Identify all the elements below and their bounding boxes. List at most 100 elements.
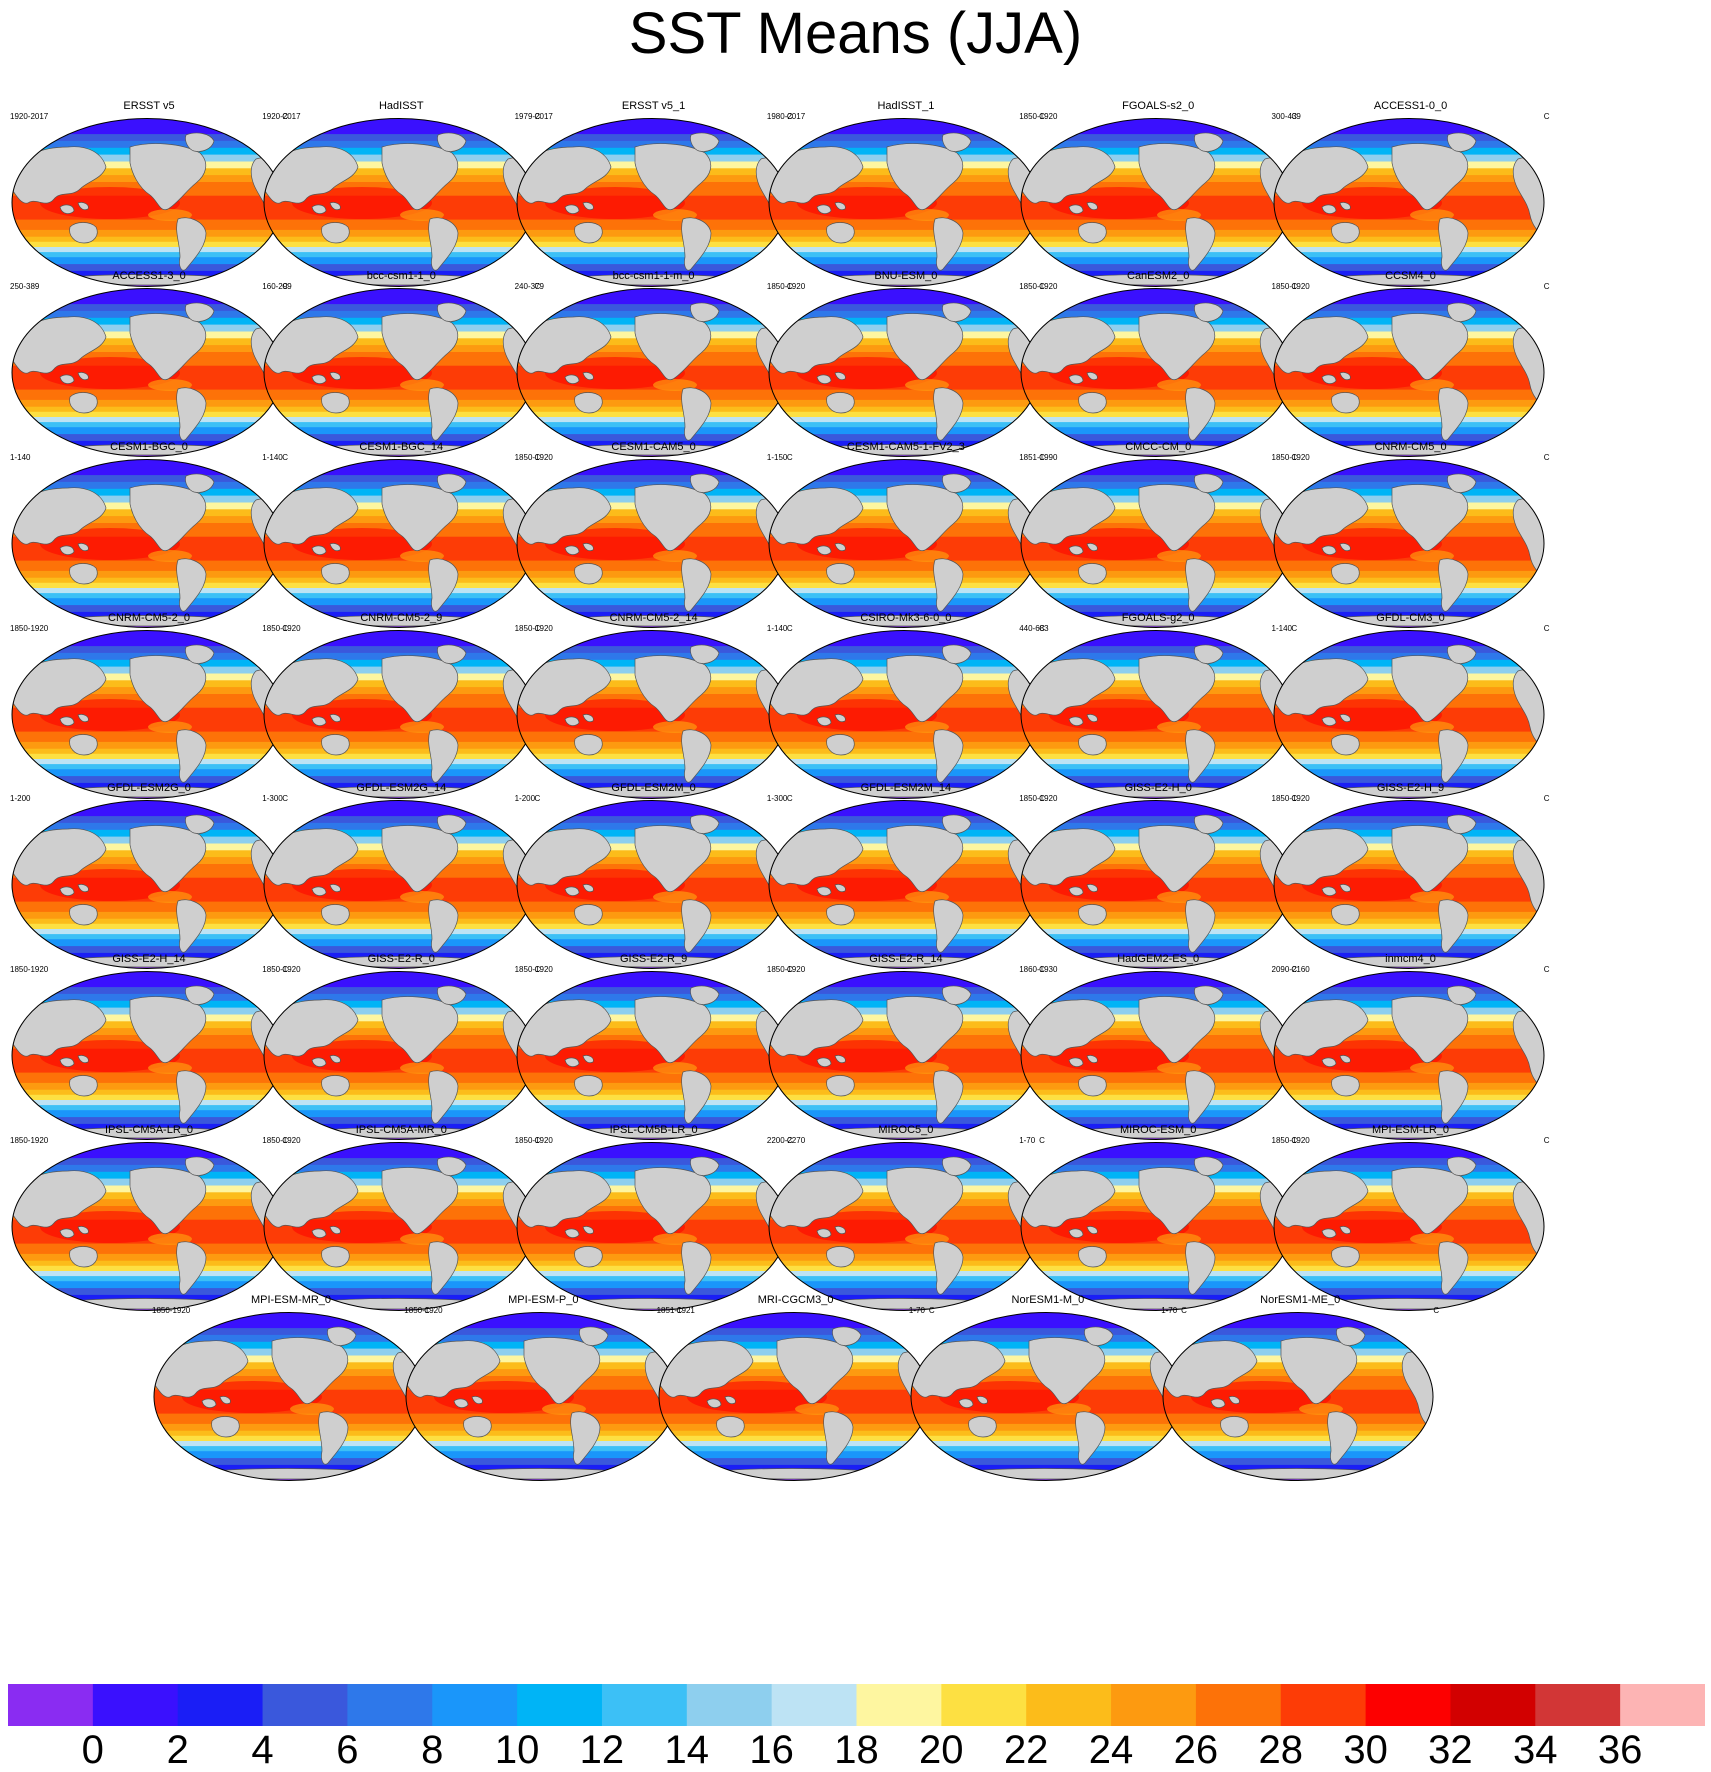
panel-units: C xyxy=(1039,965,1045,974)
map-panel: HadISST 1920-2017 C xyxy=(260,100,542,290)
panel-period: 1850-1920 xyxy=(10,965,49,974)
panel-title: CSIRO-Mk3-6-0_0 xyxy=(860,612,952,624)
world-map-icon xyxy=(263,288,535,457)
map-panel: CMCC-CM_0 1851-1990 C xyxy=(1017,441,1299,631)
panel-title: CNRM-CM5_0 xyxy=(1374,441,1447,453)
map-panel: FGOALS-g2_0 440-683 C xyxy=(1017,612,1299,802)
panel-title: GFDL-CM3_0 xyxy=(1376,612,1445,624)
panel-units: C xyxy=(786,112,793,121)
world-map-icon xyxy=(1020,459,1292,628)
panel-title: GISS-E2-H_0 xyxy=(1124,782,1192,794)
panel-units: C xyxy=(1543,624,1550,633)
panel-units: C xyxy=(282,624,288,633)
panel-title: CNRM-CM5-2_0 xyxy=(108,612,190,624)
world-map-icon xyxy=(11,288,283,457)
panel-period: 2200-2270 xyxy=(766,1136,806,1145)
panel-period: 1850-1920 xyxy=(1019,282,1058,291)
colorbar-tick-label: 18 xyxy=(834,1728,879,1772)
panel-title: CNRM-CM5-2_14 xyxy=(609,612,698,624)
panel-title: CanESM2_0 xyxy=(1127,270,1190,282)
world-map-icon xyxy=(1020,288,1292,457)
colorbar-tick-label: 14 xyxy=(664,1728,710,1772)
world-map-icon xyxy=(11,630,283,799)
map-panel: GISS-E2-H_0 1850-1920 C xyxy=(1017,782,1299,972)
map-panel: CNRM-CM5-2_9 1850-1920 C xyxy=(260,612,542,802)
panel-period: 1850-1920 xyxy=(514,1136,553,1145)
map-panel: NorESM1-M_0 1-70 C xyxy=(907,1294,1189,1484)
panel-title: ERSST v5_1 xyxy=(621,100,686,112)
map-panel: HadISST_1 1980-2017 C xyxy=(765,100,1047,290)
panel-units: C xyxy=(534,453,541,462)
map-panel: GFDL-ESM2M_0 1-200 C xyxy=(513,782,795,972)
panel-period: 1850-1920 xyxy=(1271,1136,1310,1145)
world-map-icon xyxy=(768,459,1040,628)
colorbar-swatch xyxy=(347,1684,433,1726)
panel-title: CESM1-BGC_14 xyxy=(359,441,444,453)
colorbar-swatch xyxy=(601,1684,688,1726)
panel-units: C xyxy=(282,794,288,803)
panel-title: FGOALS-g2_0 xyxy=(1121,612,1195,624)
map-panel: FGOALS-s2_0 1850-1920 C xyxy=(1017,100,1299,290)
panel-period: 1851-1921 xyxy=(656,1306,695,1315)
panel-units: C xyxy=(1039,794,1045,803)
colorbar-swatch xyxy=(686,1684,773,1726)
panel-title: GISS-E2-R_9 xyxy=(619,953,688,965)
panel-title: CCSM4_0 xyxy=(1385,270,1436,282)
colorbar-tick-label: 0 xyxy=(81,1728,104,1772)
panel-period: 1-140 xyxy=(766,624,788,633)
panel-period: 1-70 xyxy=(1161,1306,1178,1315)
world-map-icon xyxy=(11,1142,283,1311)
colorbar-swatch xyxy=(8,1684,94,1726)
panel-title: IPSL-CM5A-LR_0 xyxy=(104,1124,194,1136)
map-panel: CESM1-CAM5_0 1850-1920 C xyxy=(513,441,795,631)
panel-units: C xyxy=(1039,112,1045,121)
colorbar-tick-label: 20 xyxy=(919,1728,964,1772)
panel-title: NorESM1-M_0 xyxy=(1011,1294,1085,1306)
world-map-icon xyxy=(516,459,788,628)
panel-period: 240-379 xyxy=(514,282,544,291)
world-map-icon xyxy=(516,800,788,969)
panel-units: C xyxy=(282,453,288,462)
panel-units: C xyxy=(1291,965,1298,974)
panel-title: IPSL-CM5B-LR_0 xyxy=(609,1124,698,1136)
map-panel: MIROC5_0 2200-2270 C xyxy=(765,1124,1047,1314)
panel-title: GISS-E2-H_14 xyxy=(112,953,186,965)
map-panel: CESM1-CAM5-1-FV2_3 1-150 C xyxy=(765,441,1047,631)
map-panel: GISS-E2-R_9 1850-1920 C xyxy=(513,953,795,1143)
world-map-icon xyxy=(1020,118,1292,287)
panel-period: 1850-1920 xyxy=(262,1136,301,1145)
map-panel: MPI-ESM-LR_0 1850-1920 C xyxy=(1270,1124,1552,1314)
map-panel: CCSM4_0 1850-1920 C xyxy=(1270,270,1552,460)
panel-units: C xyxy=(928,1306,935,1315)
world-map-icon xyxy=(768,288,1040,457)
panel-period: 1860-1930 xyxy=(1019,965,1058,974)
panel-title: GFDL-ESM2G_0 xyxy=(107,782,191,794)
panel-title: HadISST_1 xyxy=(877,100,935,112)
panel-title: bcc-csm1-1-m_0 xyxy=(612,270,695,282)
panel-period: 1979-2017 xyxy=(514,112,553,121)
panel-units: C xyxy=(1291,112,1298,121)
colorbar-tick-label: 32 xyxy=(1428,1728,1473,1772)
panel-title: inmcm4_0 xyxy=(1385,953,1436,965)
panel-title: ACCESS1-3_0 xyxy=(112,270,186,282)
panel-period: 1850-1920 xyxy=(1019,112,1058,121)
panel-units: C xyxy=(282,112,288,121)
panel-title: MIROC5_0 xyxy=(878,1124,934,1136)
colorbar-tick-label: 30 xyxy=(1343,1728,1388,1772)
panel-period: 1850-1920 xyxy=(1271,282,1310,291)
colorbar-tick-label: 22 xyxy=(1003,1728,1049,1772)
world-map-icon xyxy=(263,800,535,969)
panel-title: MIROC-ESM_0 xyxy=(1119,1124,1197,1136)
panel-units: C xyxy=(1181,1306,1187,1315)
panel-title: HadGEM2-ES_0 xyxy=(1117,953,1200,965)
panel-units: C xyxy=(1039,624,1045,633)
panel-units: C xyxy=(1039,282,1045,291)
colorbar-tick-label: 12 xyxy=(579,1728,625,1772)
panel-units: C xyxy=(786,1136,793,1145)
world-map-icon xyxy=(1272,288,1545,457)
colorbar-tick-label: 2 xyxy=(166,1728,189,1772)
map-panel: inmcm4_0 2090-2160 C xyxy=(1270,953,1552,1143)
world-map-icon xyxy=(263,971,535,1140)
colorbar-tick-label: 4 xyxy=(251,1728,274,1772)
map-panel: GISS-E2-R_14 1850-1920 C xyxy=(765,953,1047,1143)
